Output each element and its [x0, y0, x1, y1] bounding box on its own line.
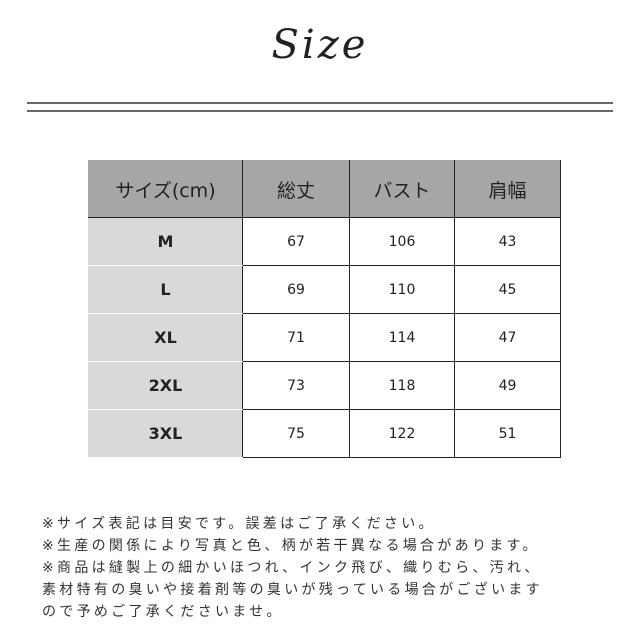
table-row: XL 71 114 47 — [88, 313, 561, 362]
note-line: ※生産の関係により写真と色、柄が若干異なる場合があります。 — [42, 538, 540, 554]
table-row: L 69 110 45 — [88, 265, 561, 314]
divider — [27, 110, 613, 112]
size-cell: 3XL — [88, 409, 243, 458]
table-row: 3XL 75 122 51 — [88, 409, 561, 458]
header-row: サイズ(cm) 総丈 バスト 肩幅 — [88, 160, 561, 218]
shoulder-cell: 47 — [454, 313, 561, 362]
notes: ※サイズ表記は目安です。誤差はご了承ください。 ※生産の関係により写真と色、柄が… — [42, 513, 543, 623]
table-row: 2XL 73 118 49 — [88, 361, 561, 410]
bust-cell: 122 — [349, 409, 455, 458]
header-length: 総丈 — [242, 160, 350, 218]
length-cell: 73 — [242, 361, 350, 410]
length-cell: 67 — [242, 217, 350, 266]
shoulder-cell: 49 — [454, 361, 561, 410]
header-size: サイズ(cm) — [88, 160, 243, 218]
shoulder-cell: 45 — [454, 265, 561, 314]
bust-cell: 110 — [349, 265, 455, 314]
note-line: ※サイズ表記は目安です。誤差はご了承ください。 — [42, 516, 436, 532]
bust-cell: 118 — [349, 361, 455, 410]
length-cell: 69 — [242, 265, 350, 314]
header-bust: バスト — [349, 160, 455, 218]
length-cell: 75 — [242, 409, 350, 458]
header-shoulder: 肩幅 — [454, 160, 561, 218]
size-cell: XL — [88, 313, 243, 362]
shoulder-cell: 51 — [454, 409, 561, 458]
shoulder-cell: 43 — [454, 217, 561, 266]
size-cell: L — [88, 265, 243, 314]
note-line: ので予めご了承くださいませ。 — [42, 604, 284, 620]
page-title: Size — [271, 22, 369, 68]
size-table: サイズ(cm) 総丈 バスト 肩幅 M 67 106 43 L 69 110 45 XL 71 11… — [88, 160, 561, 458]
length-cell: 71 — [242, 313, 350, 362]
bust-cell: 114 — [349, 313, 455, 362]
table-row: M 67 106 43 — [88, 217, 561, 266]
size-cell: 2XL — [88, 361, 243, 410]
note-line: ※商品は縫製上の細かいほつれ、インク飛び、織りむら、汚れ、 — [42, 560, 542, 576]
note-line: 素材特有の臭いや接着剤等の臭いが残っている場合がございます — [42, 582, 543, 598]
bust-cell: 106 — [349, 217, 455, 266]
size-cell: M — [88, 217, 243, 266]
divider — [27, 102, 613, 104]
